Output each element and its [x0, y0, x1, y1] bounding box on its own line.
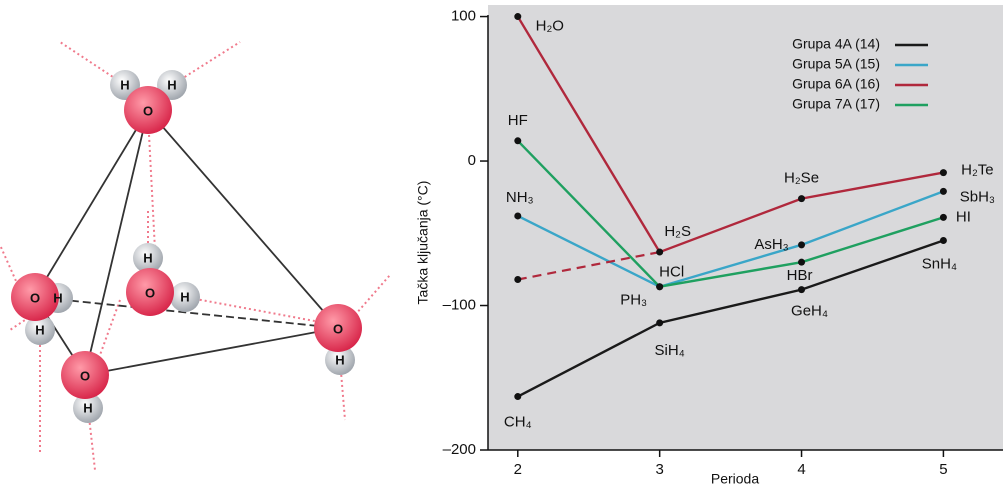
plot-background: [488, 5, 1003, 450]
tetrahedron-edges: [34, 109, 339, 376]
x-tick-label: 3: [655, 461, 663, 478]
data-point: [798, 195, 806, 203]
oxygen-label: O: [80, 368, 90, 383]
legend-label: Grupa 4A (14): [792, 36, 880, 52]
series-line: [517, 190, 944, 289]
oxygen-atom: [126, 268, 174, 316]
point-label: GeH₄: [791, 303, 828, 320]
point-label: H₂S: [664, 223, 691, 240]
point-label: NH₃: [506, 189, 534, 206]
hydrogen-atom: [157, 70, 187, 100]
x-tick-label: 2: [514, 461, 522, 478]
series-line: [516, 15, 944, 254]
data-point: [514, 13, 522, 21]
extrapolated-point: [514, 276, 522, 284]
point-label: H₂O: [536, 18, 564, 35]
hydrogen-atom: [170, 282, 200, 312]
hydrogen-label: H: [120, 77, 129, 92]
point-label: SnH₄: [922, 255, 957, 272]
data-point: [798, 286, 806, 294]
y-axis-label: Tačka ključanja (°C): [415, 181, 431, 305]
data-point: [514, 393, 522, 401]
oxygen-label: O: [143, 103, 153, 118]
data-point: [939, 237, 947, 245]
point-label: CH₄: [504, 414, 532, 431]
series-line: [517, 239, 944, 398]
x-axis-label: Perioda: [711, 471, 759, 487]
hydrogen-atom: [325, 345, 355, 375]
data-point: [798, 241, 806, 249]
data-point: [656, 283, 664, 291]
extrapolated-line: [517, 250, 660, 281]
data-point: [939, 169, 947, 177]
point-label: HF: [508, 112, 528, 129]
hydrogen-label: H: [53, 290, 62, 305]
oxygen-atom: [11, 273, 59, 321]
hydrogen-label: H: [335, 352, 344, 367]
legend-label: Grupa 6A (16): [792, 76, 880, 92]
hydrogen-label: H: [35, 322, 44, 337]
y-tick-label: –100: [443, 296, 476, 313]
oxygen-atom: [314, 304, 362, 352]
data-point: [939, 187, 947, 195]
y-tick-label: 100: [451, 8, 476, 25]
data-point: [514, 212, 522, 220]
y-tick-label: –200: [443, 441, 476, 458]
data-point: [798, 258, 806, 266]
point-label: H₂Se: [784, 170, 819, 187]
y-tick-label: 0: [468, 152, 476, 169]
hydrogen-label: H: [83, 400, 92, 415]
x-tick-label: 4: [797, 461, 805, 478]
hydrogen-label: H: [143, 250, 152, 265]
point-label: H₂Te: [961, 162, 994, 179]
point-label: HCl: [659, 264, 684, 281]
oxygen-atom: [124, 86, 172, 134]
point-label: HBr: [787, 267, 813, 284]
point-label: SiH₄: [655, 342, 685, 359]
hydrogen-atom: [133, 243, 163, 273]
hydrogen-bonds: [0, 41, 391, 471]
point-label: PH₃: [620, 292, 647, 309]
oxygen-label: O: [30, 290, 40, 305]
hydrogen-label: H: [180, 289, 189, 304]
legend-label: Grupa 5A (15): [792, 56, 880, 72]
legend-label: Grupa 7A (17): [792, 96, 880, 112]
oxygen-label: O: [333, 321, 343, 336]
point-label: AsH₃: [754, 236, 788, 253]
oxygen-label: O: [145, 285, 155, 300]
data-point: [656, 319, 664, 327]
hydrogen-atom: [73, 393, 103, 423]
point-label: HI: [956, 208, 971, 225]
hydrogen-label: H: [167, 77, 176, 92]
x-tick-label: 5: [939, 461, 947, 478]
series-line: [516, 139, 944, 289]
oxygen-atom: [61, 351, 109, 399]
hydrogen-atom: [25, 315, 55, 345]
data-point: [514, 137, 522, 145]
data-point: [656, 248, 664, 256]
data-point: [939, 213, 947, 221]
point-label: SbH₃: [960, 188, 995, 205]
